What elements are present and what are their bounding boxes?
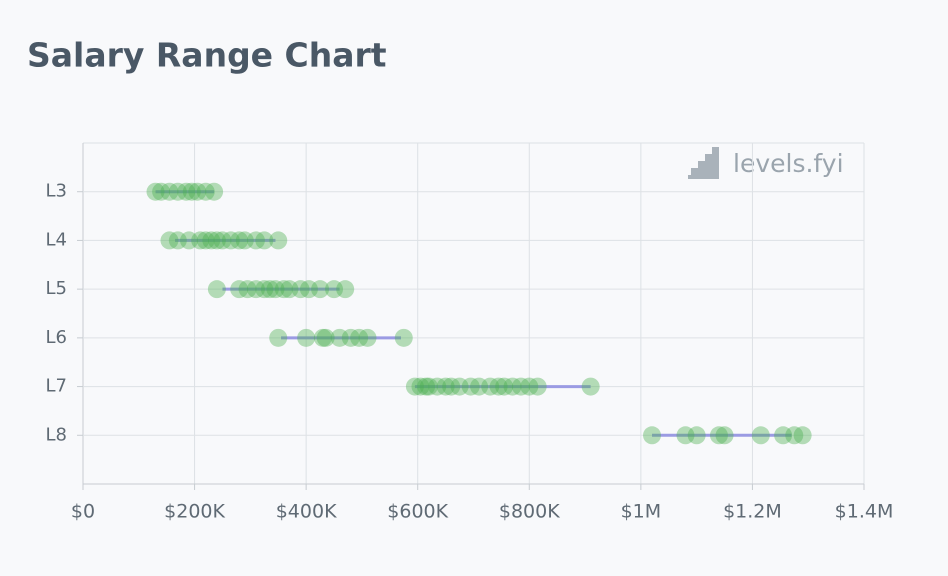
data-point (160, 182, 179, 201)
y-tick-label: L3 (46, 181, 67, 202)
data-point (255, 280, 274, 299)
data-point (358, 328, 377, 347)
data-point (269, 231, 288, 250)
data-point (188, 182, 207, 201)
data-point (793, 426, 812, 445)
data-point (470, 377, 489, 396)
data-point (489, 377, 508, 396)
data-point (230, 231, 249, 250)
data-point (442, 377, 461, 396)
data-point (168, 231, 187, 250)
data-point (520, 377, 539, 396)
x-tick-label: $0 (71, 501, 95, 523)
data-point (428, 377, 447, 396)
data-point (182, 182, 201, 201)
data-point (461, 377, 480, 396)
data-point (676, 426, 695, 445)
data-point (299, 280, 318, 299)
data-point (336, 280, 355, 299)
data-point (330, 328, 349, 347)
data-point (191, 231, 210, 250)
data-point (205, 182, 224, 201)
data-point (213, 231, 232, 250)
data-point (411, 377, 430, 396)
data-point (419, 377, 438, 396)
data-point (751, 426, 770, 445)
data-point (269, 328, 288, 347)
chart-title: Salary Range Chart (27, 36, 387, 75)
data-point (785, 426, 804, 445)
data-point (246, 280, 265, 299)
data-point (230, 280, 249, 299)
data-point (152, 182, 171, 201)
y-tick-label: L6 (46, 327, 67, 348)
data-point (146, 182, 165, 201)
data-point (266, 280, 285, 299)
data-point (325, 280, 344, 299)
data-point (417, 377, 436, 396)
data-point (235, 231, 254, 250)
data-point (350, 328, 369, 347)
data-point (436, 377, 455, 396)
y-tick-label: L5 (46, 278, 67, 299)
data-point (481, 377, 500, 396)
data-point (260, 280, 279, 299)
data-point (238, 280, 257, 299)
data-point (274, 280, 293, 299)
data-point (774, 426, 793, 445)
data-point (581, 377, 600, 396)
data-point (196, 231, 215, 250)
data-point (179, 231, 198, 250)
data-point (221, 231, 240, 250)
data-point (495, 377, 514, 396)
data-point (207, 231, 226, 250)
watermark-icon (688, 147, 719, 179)
data-point (255, 231, 274, 250)
data-point (316, 328, 335, 347)
data-point (503, 377, 522, 396)
data-point (196, 182, 215, 201)
y-tick-label: L8 (46, 424, 67, 445)
data-point (405, 377, 424, 396)
data-point (341, 328, 360, 347)
x-tick-label: $1.2M (723, 501, 782, 523)
x-tick-label: $200K (164, 501, 225, 523)
y-tick-label: L7 (46, 376, 67, 397)
data-point (280, 280, 299, 299)
data-point (207, 280, 226, 299)
data-point (246, 231, 265, 250)
data-point (687, 426, 706, 445)
data-point (715, 426, 734, 445)
watermark: levels.fyi (733, 149, 844, 178)
data-point (177, 182, 196, 201)
data-point (297, 328, 316, 347)
x-tick-label: $800K (499, 501, 560, 523)
y-tick-label: L4 (46, 229, 67, 250)
data-point (709, 426, 728, 445)
x-tick-label: $400K (276, 501, 337, 523)
x-tick-label: $1.4M (835, 501, 894, 523)
data-point (313, 328, 332, 347)
x-tick-label: $1M (621, 501, 662, 523)
data-point (643, 426, 662, 445)
data-point (202, 231, 221, 250)
data-point (291, 280, 310, 299)
data-point (160, 231, 179, 250)
data-point (528, 377, 547, 396)
data-point (394, 328, 413, 347)
data-point (168, 182, 187, 201)
data-point (311, 280, 330, 299)
x-tick-label: $600K (387, 501, 448, 523)
data-point (450, 377, 469, 396)
data-point (511, 377, 530, 396)
